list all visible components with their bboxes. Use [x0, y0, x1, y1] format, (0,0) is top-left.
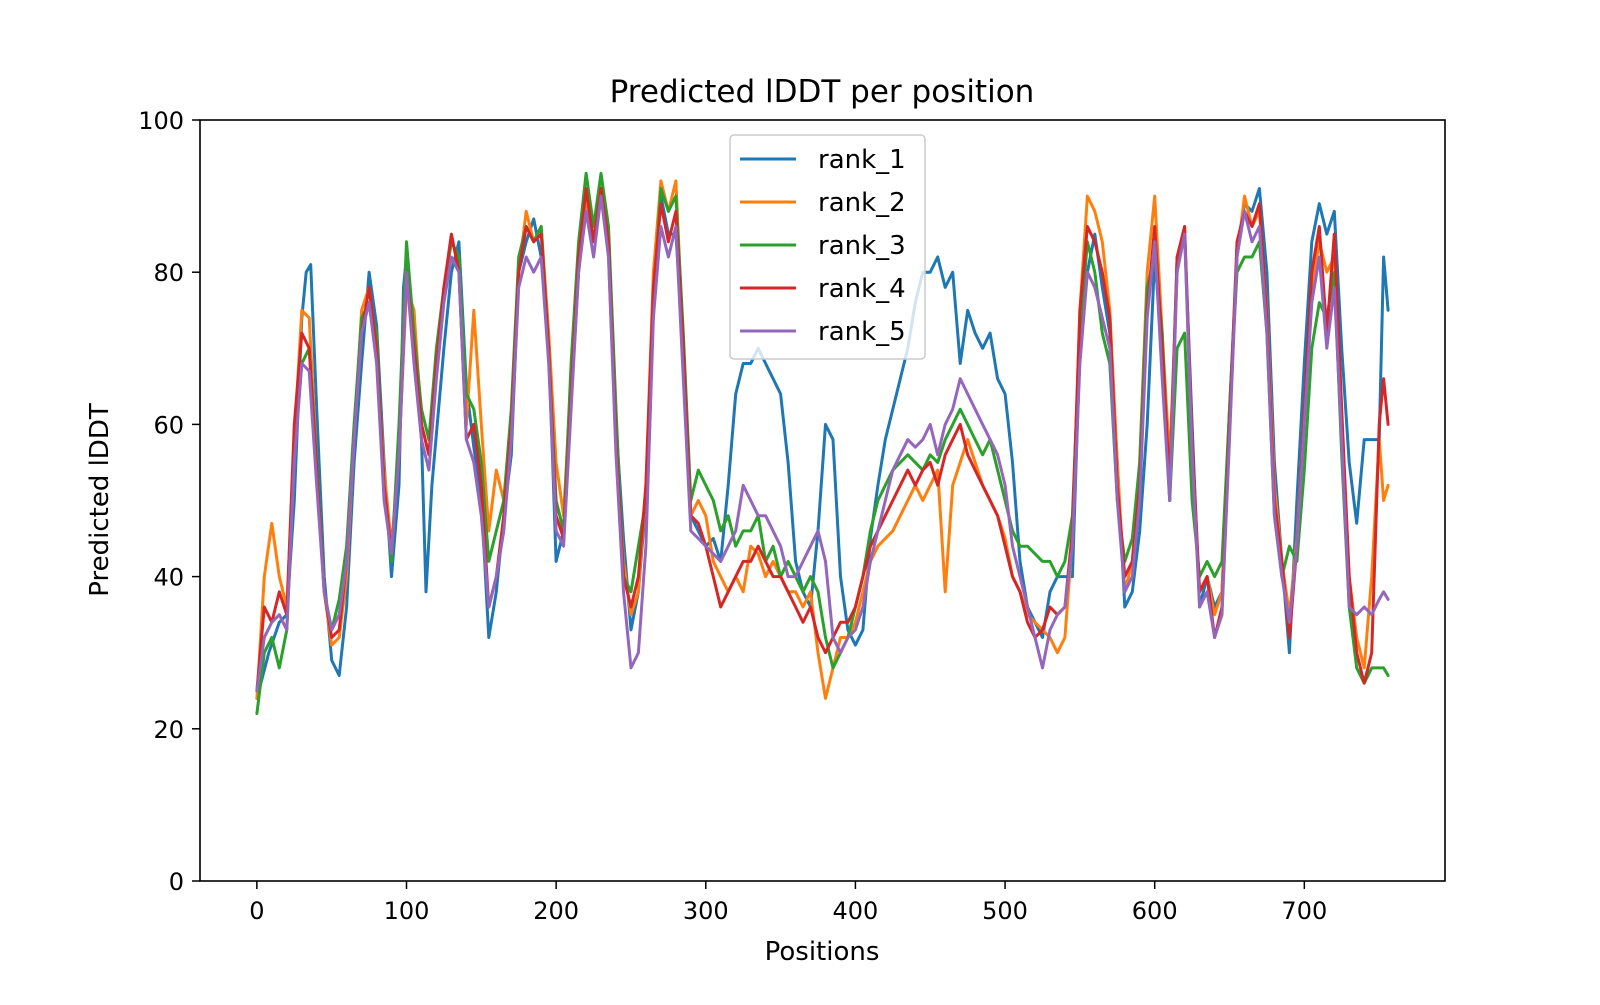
x-tick-label: 300	[683, 897, 729, 925]
y-tick-label: 40	[153, 564, 184, 592]
series-line-rank-5	[255, 194, 1390, 693]
x-tick-label: 600	[1132, 897, 1178, 925]
y-tick-label: 60	[153, 411, 184, 439]
y-tick-label: 100	[138, 107, 184, 135]
legend: rank_1 rank_2 rank_3 rank_4 rank_5	[729, 134, 926, 360]
x-tick-label: 400	[833, 897, 879, 925]
x-tick-label: 500	[982, 897, 1028, 925]
x-tick-label: 0	[249, 897, 264, 925]
y-tick-label: 80	[153, 259, 184, 287]
legend-label-rank-2: rank_2	[818, 188, 906, 218]
legend-label-rank-5: rank_5	[818, 317, 906, 347]
y-tick-label: 20	[153, 716, 184, 744]
legend-label-rank-3: rank_3	[818, 231, 906, 261]
x-axis: 0 100 200 300 400 500 600 700	[249, 881, 1327, 925]
x-tick-label: 200	[533, 897, 579, 925]
y-axis-label: Predicted lDDT	[85, 403, 115, 597]
x-tick-label: 700	[1281, 897, 1327, 925]
series-line-rank-4	[255, 187, 1390, 693]
series-line-rank-1	[255, 179, 1390, 700]
legend-box	[729, 134, 926, 360]
chart-title: Predicted lDDT per position	[610, 74, 1035, 110]
x-tick-label: 100	[384, 897, 430, 925]
y-tick-label: 0	[169, 868, 184, 896]
legend-label-rank-4: rank_4	[818, 274, 906, 304]
legend-label-rank-1: rank_1	[818, 145, 906, 175]
x-axis-label: Positions	[765, 937, 880, 967]
y-axis: 0 20 40 60 80 100	[138, 107, 200, 896]
plot-area	[255, 171, 1390, 716]
axes-frame	[199, 119, 1446, 882]
